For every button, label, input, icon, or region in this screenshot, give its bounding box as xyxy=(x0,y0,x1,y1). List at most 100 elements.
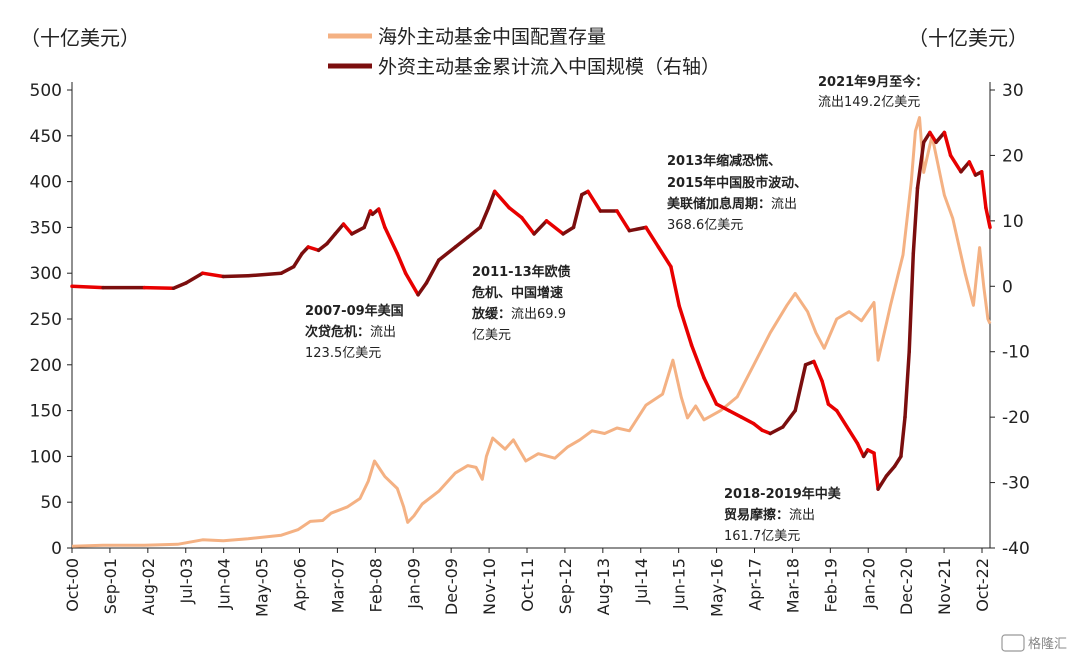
series-flow-segment xyxy=(812,359,824,383)
series-flow-segment xyxy=(341,222,354,236)
series-flow-segment xyxy=(200,271,226,279)
annotation-2018-line1: 2018-2019年中美 xyxy=(724,486,842,502)
series-flow-segment xyxy=(403,271,420,297)
annotation-2011-line3: 放缓：流出69.9 xyxy=(471,306,566,322)
series-flow-segment xyxy=(615,209,632,233)
left-tick-label: 100 xyxy=(30,447,62,467)
watermark-logo-icon xyxy=(1001,634,1025,652)
x-tick-label: May-05 xyxy=(253,558,272,617)
x-tick-label: Jul-14 xyxy=(632,558,651,604)
axes-layer: 050100150200250300350400450500-40-30-20-… xyxy=(30,81,1030,617)
left-axis-unit: （十亿美元） xyxy=(20,26,140,50)
series-flow-segment xyxy=(948,153,963,174)
series-flow-segment xyxy=(519,215,536,236)
left-tick-label: 350 xyxy=(30,218,62,238)
series-flow-segment xyxy=(142,285,176,290)
series-flow-segment xyxy=(644,225,661,249)
legend-label-stock: 海外主动基金中国配置存量 xyxy=(378,26,606,48)
left-tick-label: 0 xyxy=(51,539,62,559)
series-flow-segment xyxy=(979,170,988,210)
series-flow-segment xyxy=(714,402,731,413)
series-flow-segment xyxy=(677,304,694,347)
right-tick-label: -10 xyxy=(1002,343,1030,363)
series-flow-segment xyxy=(171,281,188,290)
series-flow-segment xyxy=(221,274,250,279)
series-flow-segment xyxy=(907,251,916,354)
left-tick-label: 450 xyxy=(30,127,62,147)
series-flow-segment xyxy=(325,232,337,246)
x-tick-label: Jan-20 xyxy=(859,558,878,610)
left-tick-label: 50 xyxy=(40,493,62,513)
series-flow-segment xyxy=(70,284,105,290)
series-flow-segment xyxy=(544,219,565,236)
series-flow-segment xyxy=(246,271,284,278)
series-flow-segment xyxy=(561,225,576,236)
series-flow-segment xyxy=(466,225,482,239)
annotation-2021-value: 流出149.2亿美元 xyxy=(818,95,920,110)
series-flow-segment xyxy=(507,206,524,220)
series-flow-segment xyxy=(350,225,366,236)
series-flow-segment xyxy=(453,235,470,249)
annotation-2011-line1: 2011-13年欧债 xyxy=(472,264,571,280)
x-tick-label: Oct-00 xyxy=(63,558,82,612)
series-flow-segment xyxy=(333,222,346,236)
annotation-2021-title: 2021年9月至今： xyxy=(818,74,928,90)
series-flow-segment xyxy=(316,242,329,253)
annotation-2018-line2-normal: 流出 xyxy=(789,508,815,523)
series-flow-segment xyxy=(492,189,511,210)
left-tick-label: 500 xyxy=(30,81,62,101)
x-tick-label: Nov-21 xyxy=(935,558,954,615)
annotation-2013-line3: 美联储加息周期：流出 xyxy=(667,196,797,212)
series-flow-segment xyxy=(532,219,549,236)
annotation-2021: 2021年9月至今： 流出149.2亿美元 xyxy=(818,74,928,110)
x-tick-label: Apr-06 xyxy=(291,558,310,611)
series-flow-segment xyxy=(876,474,889,491)
series-flow-segment xyxy=(486,189,497,210)
series-flow-segment xyxy=(820,379,831,406)
series-stock-line xyxy=(71,116,992,548)
x-tick-label: Jul-03 xyxy=(177,558,196,604)
annotation-2018-line2: 贸易摩擦：流出 xyxy=(724,507,815,523)
left-tick-label: 300 xyxy=(30,264,62,284)
x-tick-label: Mar-18 xyxy=(783,558,802,613)
annotation-2013-line1: 2013年缩减恐慌、 xyxy=(667,153,781,169)
series-flow-segment xyxy=(826,402,839,413)
legend-label-flow: 外资主动基金累计流入中国规模（右轴） xyxy=(378,56,720,78)
right-tick-label: -30 xyxy=(1002,474,1030,494)
series-flow-segment xyxy=(942,130,953,158)
series-flow-segment xyxy=(967,160,978,177)
x-tick-label: Jun-04 xyxy=(215,558,234,610)
x-tick-label: Dec-20 xyxy=(897,558,916,615)
annotation-2013-line3-bold: 美联储加息周期： xyxy=(667,196,771,212)
series-flow-segment xyxy=(834,408,851,432)
annotation-2018-line2-bold: 贸易摩擦： xyxy=(724,507,789,523)
series-flow-segment xyxy=(279,264,296,275)
annotation-2007-line1: 2007-09年美国 xyxy=(305,303,404,319)
series-flow-segment xyxy=(903,349,911,419)
series-flow-segment xyxy=(781,408,797,429)
annotation-2011: 2011-13年欧债 危机、中国增速 放缓：流出69.9 亿美元 xyxy=(471,264,571,343)
series-flow-segment xyxy=(362,209,373,230)
annotation-2011-value: 亿美元 xyxy=(472,328,511,343)
right-tick-label: -20 xyxy=(1002,408,1030,428)
series-flow-segment xyxy=(855,441,866,459)
series-flow-segment xyxy=(928,130,938,145)
annotation-2011-line2: 危机、中国增速 xyxy=(472,285,563,301)
series-flow-segment xyxy=(768,425,785,436)
watermark-text: 格隆汇 xyxy=(1028,636,1067,652)
annotation-2018-value: 161.7亿美元 xyxy=(724,529,800,544)
annotation-2007-line2-normal: 流出 xyxy=(370,325,396,340)
series-flow-segment xyxy=(306,245,321,253)
series-flow-segment xyxy=(884,464,897,478)
series-flow-segment xyxy=(395,251,408,275)
right-tick-label: 10 xyxy=(1002,212,1024,232)
x-tick-label: Apr-17 xyxy=(746,558,765,611)
series-flow-segment xyxy=(899,415,907,459)
x-tick-label: May-16 xyxy=(708,558,727,617)
x-tick-label: Aug-02 xyxy=(139,558,158,615)
right-tick-label: -40 xyxy=(1002,539,1030,559)
series-flow-segment xyxy=(872,451,880,491)
annotation-2018: 2018-2019年中美 贸易摩擦：流出 161.7亿美元 xyxy=(724,486,842,544)
